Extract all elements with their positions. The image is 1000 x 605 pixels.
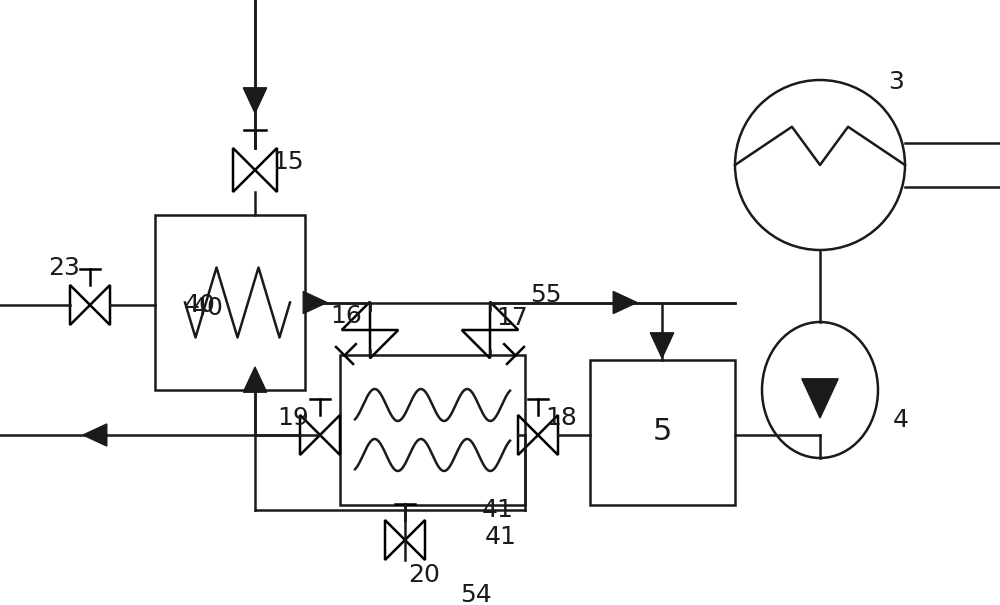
Text: 40: 40: [192, 296, 224, 320]
Text: 4: 4: [893, 408, 909, 432]
Text: 40: 40: [184, 293, 216, 317]
Text: 17: 17: [496, 306, 528, 330]
Text: 15: 15: [272, 150, 304, 174]
Text: 23: 23: [48, 256, 80, 280]
Bar: [340, 355, 525, 505]
Text: 5: 5: [652, 417, 672, 446]
Text: 3: 3: [888, 70, 904, 94]
Text: 41: 41: [485, 525, 517, 549]
Text: 16: 16: [330, 304, 362, 328]
Polygon shape: [613, 292, 637, 313]
Text: 54: 54: [460, 583, 492, 605]
Text: 20: 20: [408, 563, 440, 587]
Polygon shape: [243, 367, 267, 392]
Polygon shape: [303, 292, 327, 313]
Text: 19: 19: [277, 406, 309, 430]
Bar: [155, 215, 305, 390]
Polygon shape: [243, 88, 267, 113]
Text: 55: 55: [530, 283, 562, 307]
Text: 18: 18: [545, 406, 577, 430]
Polygon shape: [802, 379, 838, 418]
Text: 41: 41: [482, 498, 514, 522]
Polygon shape: [83, 424, 107, 446]
Bar: [590, 360, 735, 505]
Polygon shape: [650, 333, 674, 358]
